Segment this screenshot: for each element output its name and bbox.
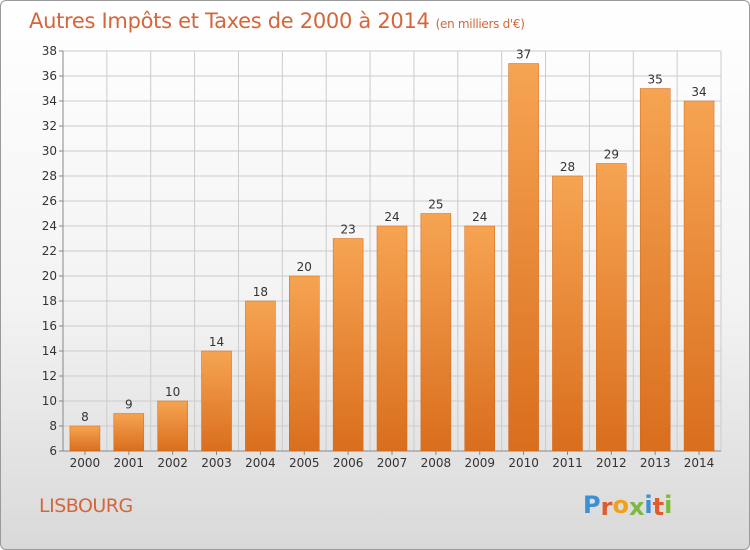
y-tick-label: 20: [42, 269, 57, 283]
value-label-2000: 8: [81, 410, 89, 424]
x-tick-label-2000: 2000: [70, 456, 101, 470]
y-tick-label: 24: [42, 219, 57, 233]
bar-2001: [113, 413, 145, 452]
x-tick-label-2006: 2006: [333, 456, 364, 470]
x-tick-label-2009: 2009: [464, 456, 495, 470]
logo-letter: P: [583, 491, 601, 519]
bar-2007: [376, 225, 408, 452]
bar-layer: [69, 63, 715, 452]
x-tick-label-2010: 2010: [508, 456, 539, 470]
logo-letter: i: [644, 491, 653, 519]
y-tick-label: 36: [42, 69, 57, 83]
value-label-2009: 24: [472, 210, 487, 224]
value-label-2004: 18: [253, 285, 268, 299]
bar-2002: [157, 400, 188, 452]
bar-2013: [639, 88, 671, 452]
label-layer: 8 9 10 14 18 20 23 24 25 24 37 28 29 35 34: [81, 48, 707, 425]
bar-2011: [552, 175, 583, 452]
bar-2012: [596, 163, 627, 452]
value-label-2012: 29: [604, 148, 619, 162]
logo-letter: t: [652, 493, 665, 521]
y-tick-label: 14: [42, 344, 57, 358]
city-name: LISBOURG: [39, 495, 133, 517]
bar-2009: [464, 225, 495, 452]
y-tick-label: 26: [42, 194, 57, 208]
y-tick-label: 16: [42, 319, 57, 333]
x-tick-label-2001: 2001: [114, 456, 145, 470]
x-tick-label-2011: 2011: [552, 456, 583, 470]
value-label-2008: 25: [428, 198, 443, 212]
value-label-2014: 34: [691, 85, 706, 99]
title-unit: (en milliers d'€): [435, 17, 525, 31]
axis-layer: 6 8 10 12 14 16 18 20 22 24 26 28 30 32 34 36 38 2000 2001…: [42, 44, 721, 470]
y-tick-label: 28: [42, 169, 57, 183]
bar-2014: [683, 100, 715, 452]
x-tick-label-2008: 2008: [421, 456, 452, 470]
x-tick-label-2002: 2002: [157, 456, 188, 470]
x-tick-label-2012: 2012: [596, 456, 627, 470]
bar-2006: [332, 238, 364, 452]
bar-2000: [69, 425, 101, 452]
y-tick-label: 22: [42, 244, 57, 258]
value-label-2010: 37: [516, 48, 531, 62]
x-tick-label-2004: 2004: [245, 456, 276, 470]
bar-2008: [420, 213, 452, 452]
value-label-2006: 23: [340, 223, 355, 237]
x-tick-label-2005: 2005: [289, 456, 320, 470]
chart-title: Autres Impôts et Taxes de 2000 à 2014 (en…: [29, 9, 525, 33]
value-label-2001: 9: [125, 398, 133, 412]
y-tick-label: 6: [49, 444, 57, 458]
y-tick-label: 30: [42, 144, 57, 158]
y-tick-label: 8: [49, 419, 57, 433]
logo-letter: o: [612, 491, 629, 519]
value-label-2011: 28: [560, 160, 575, 174]
logo-letter: r: [600, 493, 613, 521]
logo-letter: i: [664, 491, 673, 519]
value-label-2013: 35: [648, 73, 663, 87]
bar-2004: [245, 300, 276, 452]
y-tick-label: 38: [42, 44, 57, 58]
value-label-2002: 10: [165, 385, 180, 399]
x-tick-label-2014: 2014: [684, 456, 715, 470]
bar-2005: [289, 275, 320, 452]
value-label-2007: 24: [384, 210, 399, 224]
value-label-2005: 20: [297, 260, 312, 274]
logo-letter: x: [628, 493, 645, 521]
x-tick-label-2013: 2013: [640, 456, 671, 470]
y-tick-label: 12: [42, 369, 57, 383]
bar-2003: [201, 350, 232, 452]
value-label-2003: 14: [209, 335, 224, 349]
title-text: Autres Impôts et Taxes de 2000 à 2014: [29, 9, 430, 33]
x-tick-label-2007: 2007: [377, 456, 408, 470]
proxiti-logo: Proxiti: [583, 491, 673, 521]
y-tick-label: 10: [42, 394, 57, 408]
y-tick-label: 34: [42, 94, 57, 108]
bar-2010: [508, 63, 539, 452]
x-tick-label-2003: 2003: [201, 456, 232, 470]
y-tick-label: 32: [42, 119, 57, 133]
y-tick-label: 18: [42, 294, 57, 308]
